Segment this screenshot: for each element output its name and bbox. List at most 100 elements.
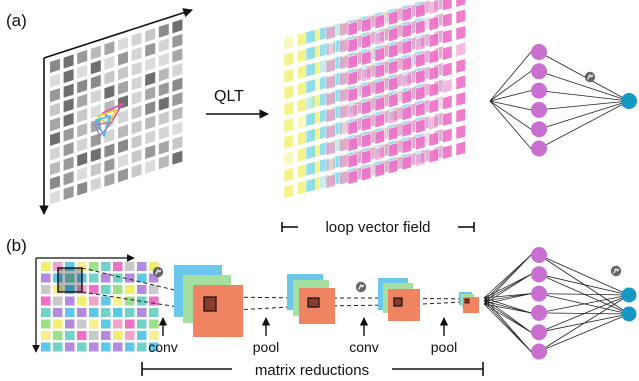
matrix-cell <box>149 296 159 306</box>
net-input-edge <box>489 100 532 149</box>
matrix-cell <box>65 308 75 317</box>
field-cell <box>297 81 308 97</box>
matrix-cell <box>53 319 63 329</box>
field-cell <box>297 180 308 196</box>
lattice-cell <box>118 51 128 66</box>
matrix-cell <box>113 262 123 271</box>
field-cell <box>283 68 294 84</box>
output-neuron <box>621 93 637 109</box>
lattice-cell <box>118 109 128 124</box>
input-neuron <box>531 63 547 80</box>
net-input-edge <box>483 300 532 352</box>
step-arrows <box>158 317 449 336</box>
lattice-cell <box>50 175 60 190</box>
field-cell <box>388 43 399 59</box>
field-cell <box>442 45 453 61</box>
lattice-cell <box>145 57 156 72</box>
field-cell <box>305 111 316 127</box>
field-cell <box>401 72 412 88</box>
matrix-cell <box>113 285 123 294</box>
field-cell <box>374 63 385 79</box>
field-cell <box>325 140 336 156</box>
field-cell <box>428 148 439 164</box>
reduction-bracket <box>141 362 484 376</box>
field-cell <box>339 104 350 120</box>
net-input-edge <box>489 70 532 102</box>
field-cell <box>297 64 308 80</box>
activation-icon <box>584 71 596 83</box>
lattice-cell <box>77 166 88 181</box>
network-b <box>483 247 637 360</box>
field-cell <box>388 26 399 43</box>
field-cell <box>297 48 308 64</box>
field-cell <box>442 78 453 94</box>
field-cell <box>374 96 385 112</box>
lattice-cell <box>77 122 88 138</box>
field-cell <box>283 134 294 150</box>
lattice-cell <box>50 146 60 161</box>
input-matrix <box>32 254 159 353</box>
matrix-cell <box>89 273 99 283</box>
matrix-cell <box>65 319 75 329</box>
field-cell <box>428 32 439 48</box>
field-cell <box>401 89 412 105</box>
field-cell <box>361 133 372 149</box>
field-cell <box>347 120 358 136</box>
field-cell <box>361 34 372 50</box>
lattice-cell <box>131 32 142 47</box>
field-cell <box>361 166 372 182</box>
matrix-cell <box>77 296 87 306</box>
field-cell <box>305 62 316 78</box>
lattice-cell <box>77 152 88 167</box>
input-neuron <box>531 285 547 302</box>
field-cell <box>428 82 439 98</box>
matrix-cell <box>65 331 75 340</box>
field-cell <box>347 169 358 185</box>
matrix-cell <box>65 342 75 352</box>
lattice-cell <box>104 172 115 187</box>
net-edge <box>538 293 630 296</box>
conv-window <box>57 267 83 293</box>
field-cell <box>442 111 453 127</box>
lattice-cell <box>158 52 169 67</box>
field-cell <box>305 144 316 160</box>
field-cell <box>455 124 466 140</box>
matrix-cell <box>113 331 123 340</box>
matrix-cell <box>149 285 159 294</box>
step-label-conv-1: conv <box>148 339 178 355</box>
field-cell <box>442 0 453 12</box>
matrix-cell <box>77 308 87 317</box>
matrix-cell <box>113 308 123 317</box>
field-cell <box>305 95 316 111</box>
field-cell <box>415 52 426 68</box>
matrix-cell <box>101 319 111 329</box>
field-cell <box>339 87 350 103</box>
lattice-cell <box>63 171 74 186</box>
field-cell <box>339 54 350 70</box>
lattice-cell <box>50 87 60 103</box>
matrix-cell <box>89 331 99 340</box>
loop-vector-field <box>283 0 466 199</box>
field-cell <box>361 149 372 165</box>
matrix-cell <box>149 342 159 352</box>
field-cell <box>415 69 426 85</box>
matrix-cell <box>125 262 135 271</box>
field-cell <box>347 103 358 119</box>
matrix-cell <box>101 273 111 283</box>
matrix-cell <box>77 262 87 271</box>
field-cell <box>297 31 308 47</box>
matrix-cell <box>89 262 99 271</box>
field-cell <box>347 21 358 37</box>
field-cell <box>374 30 385 46</box>
lattice-cell <box>104 84 115 100</box>
field-cell <box>455 41 466 58</box>
field-cell <box>401 138 412 154</box>
lattice-cell <box>118 153 128 168</box>
field-cell <box>374 145 385 162</box>
lattice-cell <box>77 137 88 152</box>
matrix-cell <box>137 296 147 306</box>
field-cell <box>325 25 336 41</box>
lattice-cell <box>158 140 169 155</box>
matrix-cell <box>53 331 63 340</box>
feature-map-3 <box>378 278 420 321</box>
